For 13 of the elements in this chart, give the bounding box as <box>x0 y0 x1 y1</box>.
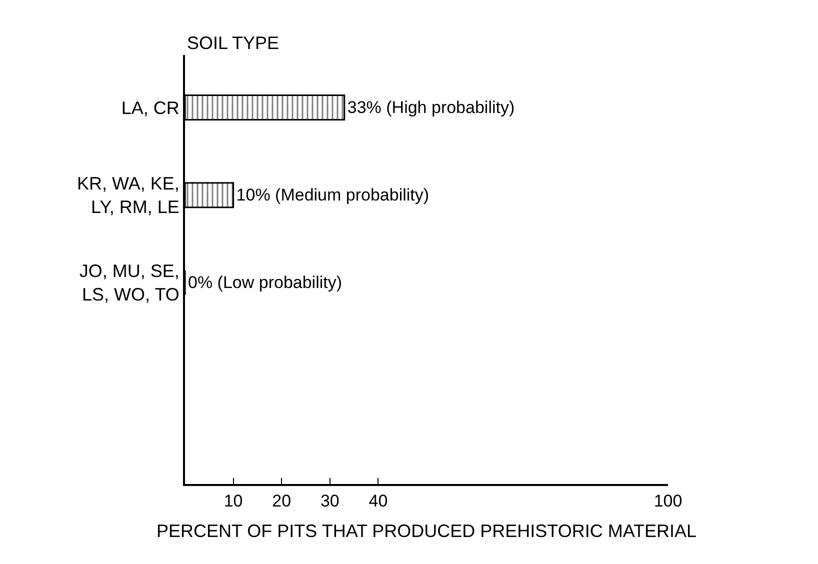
x-tick-label: 40 <box>368 491 388 510</box>
y-axis-title: SOIL TYPE <box>187 33 280 53</box>
y-tick-label: LA, CR <box>121 98 180 118</box>
x-tick-label: 30 <box>320 491 340 510</box>
y-tick-label: KR, WA, KE, LY, RM, LE <box>77 174 180 218</box>
data-label: 0% (Low probability) <box>188 273 342 292</box>
x-axis-title: PERCENT OF PITS THAT PRODUCED PREHISTORIC MATERIAL <box>156 521 697 541</box>
data-label: 10% (Medium probability) <box>236 186 430 205</box>
x-tick-label: 10 <box>224 491 243 510</box>
y-tick-label: JO, MU, SE, LS, WO, TO <box>79 261 180 305</box>
x-tick-label: 100 <box>654 491 682 510</box>
x-tick-label: 20 <box>272 491 292 510</box>
data-label: 33% (High probability) <box>347 98 515 118</box>
